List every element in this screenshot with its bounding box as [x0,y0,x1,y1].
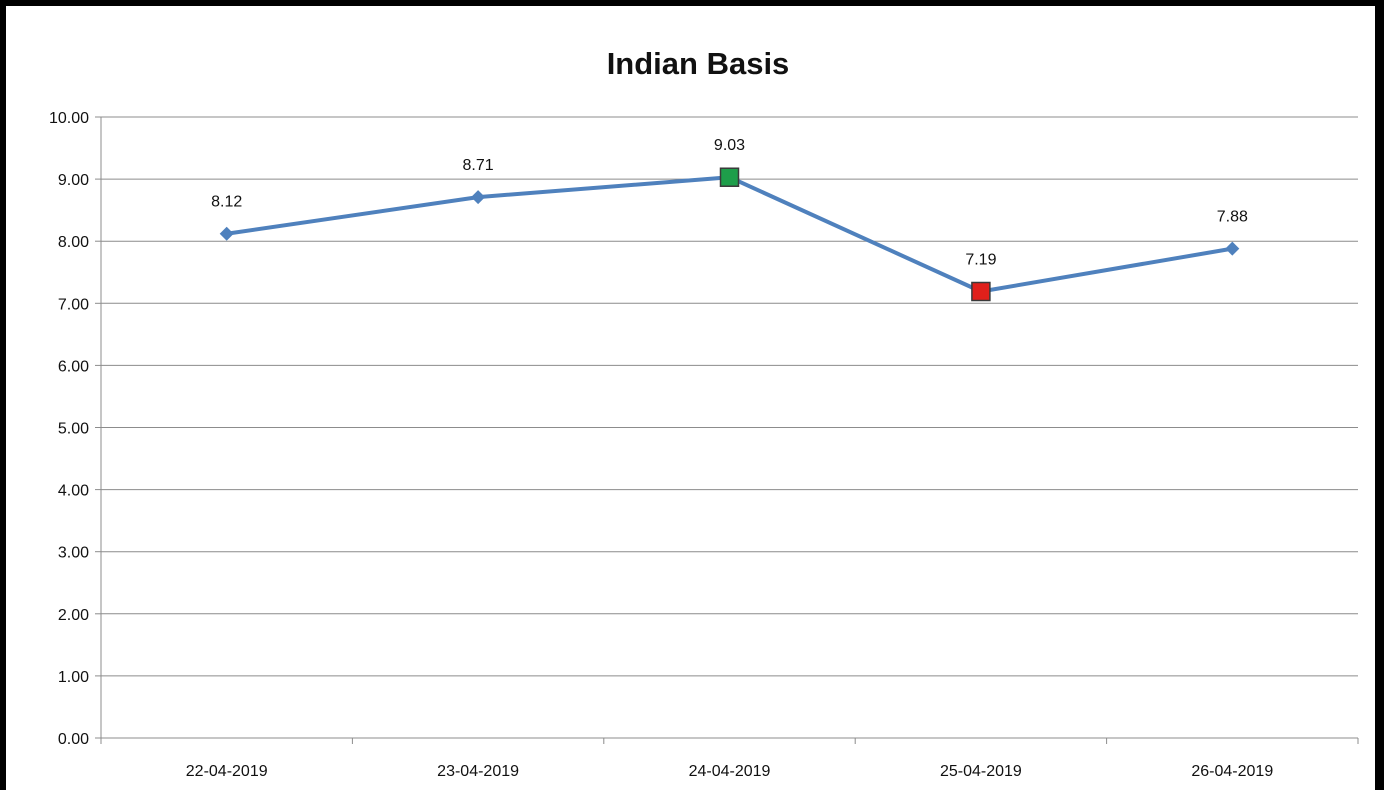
gridlines [101,116,1358,677]
data-point-marker [471,190,486,205]
y-tick-label: 9.00 [58,172,89,189]
y-tick-label: 8.00 [58,234,89,251]
y-tick-label: 2.00 [58,607,89,624]
y-axis-tick-labels: 0.00 1.00 2.00 3.00 4.00 5.00 6.00 7.00 8.00 9.00… [49,110,89,748]
x-tick-label: 25-04-2019 [940,763,1022,780]
y-tick-label: 10.00 [49,110,89,127]
x-tick-label: 23-04-2019 [437,763,519,780]
data-label: 8.71 [463,157,494,174]
y-tick-label: 4.00 [58,483,89,500]
series-line [226,175,1233,294]
axes [95,116,1359,744]
x-tick-label: 26-04-2019 [1191,763,1273,780]
y-tick-label: 5.00 [58,421,89,438]
series-polyline [226,175,1233,294]
data-label: 9.03 [714,137,745,154]
chart-title: Indian Basis [607,46,790,81]
max-point-marker [719,167,740,187]
y-tick-label: 6.00 [58,358,89,375]
y-tick-label: 0.00 [58,731,89,748]
data-label: 7.88 [1217,209,1248,226]
x-tick-label: 24-04-2019 [689,763,771,780]
data-point-marker [1225,241,1240,256]
data-label: 7.19 [965,252,996,269]
y-tick-label: 7.00 [58,296,89,313]
min-point-marker [971,281,991,302]
y-tick-label: 1.00 [58,669,89,686]
data-labels: 8.12 8.71 9.03 7.19 7.88 [211,137,1248,268]
y-tick-label: 3.00 [58,545,89,562]
x-axis-tick-labels: 22-04-2019 23-04-2019 24-04-2019 25-04-2019… [186,763,1274,780]
data-point-marker [219,226,234,241]
series-markers [219,167,1240,302]
line-chart: Indian Basis 0.00 1.00 2.00 3.00 4.00 5.00 6.0… [49,46,1359,780]
x-tick-label: 22-04-2019 [186,763,268,780]
data-label: 8.12 [211,194,242,211]
